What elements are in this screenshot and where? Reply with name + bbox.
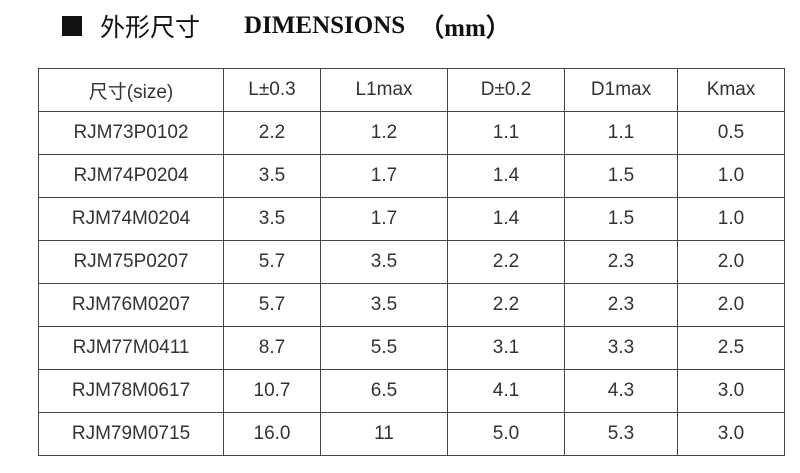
table-row: RJM77M0411 8.7 5.5 3.1 3.3 2.5 bbox=[38, 326, 785, 370]
value-cell: 2.2 bbox=[447, 240, 565, 284]
value-cell: 2.2 bbox=[447, 283, 565, 327]
column-header: Kmax bbox=[677, 68, 785, 112]
value-cell: 8.7 bbox=[223, 326, 321, 370]
value-cell: 5.7 bbox=[223, 283, 321, 327]
title: 外形尺寸 bbox=[100, 15, 201, 42]
value-cell: 1.7 bbox=[320, 197, 448, 241]
model-cell: RJM79M0715 bbox=[38, 412, 224, 456]
value-cell: 5.7 bbox=[223, 240, 321, 284]
table-row: RJM79M0715 16.0 11 5.0 5.3 3.0 bbox=[38, 412, 785, 456]
value-cell: 3.3 bbox=[564, 326, 678, 370]
value-cell: 5.3 bbox=[564, 412, 678, 456]
value-cell: 2.0 bbox=[677, 283, 785, 327]
value-cell: 10.7 bbox=[223, 369, 321, 413]
table-row: RJM74M0204 3.5 1.7 1.4 1.5 1.0 bbox=[38, 197, 785, 241]
column-header: L1max bbox=[320, 68, 448, 112]
column-header: D1max bbox=[564, 68, 678, 112]
value-cell: 1.1 bbox=[564, 111, 678, 155]
model-cell: RJM77M0411 bbox=[38, 326, 224, 370]
model-cell: RJM73P0102 bbox=[38, 111, 224, 155]
value-cell: 1.2 bbox=[320, 111, 448, 155]
column-header: D±0.2 bbox=[447, 68, 565, 112]
value-cell: 3.5 bbox=[320, 283, 448, 327]
table-row: RJM75P0207 5.7 3.5 2.2 2.3 2.0 bbox=[38, 240, 785, 284]
value-cell: 5.5 bbox=[320, 326, 448, 370]
value-cell: 1.7 bbox=[320, 154, 448, 198]
model-cell: RJM75P0207 bbox=[38, 240, 224, 284]
value-cell: 1.0 bbox=[677, 154, 785, 198]
value-cell: 1.0 bbox=[677, 197, 785, 241]
unit: （mm） bbox=[419, 15, 511, 42]
value-cell: 3.5 bbox=[223, 154, 321, 198]
value-cell: 1.4 bbox=[447, 197, 565, 241]
value-cell: 16.0 bbox=[223, 412, 321, 456]
column-header: 尺寸(size) bbox=[38, 68, 224, 112]
table-row: RJM78M0617 10.7 6.5 4.1 4.3 3.0 bbox=[38, 369, 785, 413]
header: 外形尺寸 DIMENSIONS （mm） bbox=[62, 6, 511, 46]
value-cell: 2.2 bbox=[223, 111, 321, 155]
header-row: 尺寸(size) L±0.3 L1max D±0.2 D1max Kmax bbox=[38, 68, 785, 112]
value-cell: 4.1 bbox=[447, 369, 565, 413]
model-cell: RJM74P0204 bbox=[38, 154, 224, 198]
value-cell: 4.3 bbox=[564, 369, 678, 413]
value-cell: 3.0 bbox=[677, 369, 785, 413]
table-row: RJM73P0102 2.2 1.2 1.1 1.1 0.5 bbox=[38, 111, 785, 155]
value-cell: 3.1 bbox=[447, 326, 565, 370]
value-cell: 1.1 bbox=[447, 111, 565, 155]
value-cell: 1.5 bbox=[564, 197, 678, 241]
value-cell: 6.5 bbox=[320, 369, 448, 413]
value-cell: 11 bbox=[320, 412, 448, 456]
model-cell: RJM78M0617 bbox=[38, 369, 224, 413]
table-row: RJM74P0204 3.5 1.7 1.4 1.5 1.0 bbox=[38, 154, 785, 198]
value-cell: 3.5 bbox=[223, 197, 321, 241]
value-cell: 2.3 bbox=[564, 283, 678, 327]
value-cell: 0.5 bbox=[677, 111, 785, 155]
value-cell: 2.3 bbox=[564, 240, 678, 284]
model-cell: RJM74M0204 bbox=[38, 197, 224, 241]
subtitle: DIMENSIONS bbox=[244, 12, 406, 39]
value-cell: 2.5 bbox=[677, 326, 785, 370]
value-cell: 5.0 bbox=[447, 412, 565, 456]
bullet-icon bbox=[62, 16, 82, 36]
dimensions-table: 尺寸(size) L±0.3 L1max D±0.2 D1max Kmax RJM73P01… bbox=[38, 68, 785, 456]
column-header: L±0.3 bbox=[223, 68, 321, 112]
value-cell: 1.5 bbox=[564, 154, 678, 198]
value-cell: 3.0 bbox=[677, 412, 785, 456]
value-cell: 1.4 bbox=[447, 154, 565, 198]
model-cell: RJM76M0207 bbox=[38, 283, 224, 327]
table-row: RJM76M0207 5.7 3.5 2.2 2.3 2.0 bbox=[38, 283, 785, 327]
value-cell: 3.5 bbox=[320, 240, 448, 284]
value-cell: 2.0 bbox=[677, 240, 785, 284]
